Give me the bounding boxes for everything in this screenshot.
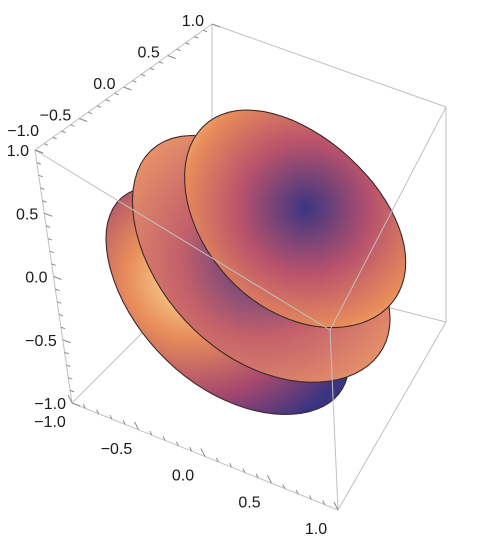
x-minor-tick [308, 495, 312, 500]
y-tick-label: 0.0 [93, 76, 115, 93]
y-minor-tick [70, 124, 75, 127]
z-minor-tick [47, 238, 53, 241]
y-minor-tick [149, 67, 155, 71]
x-tick-label: −1.0 [34, 414, 66, 431]
x-tick-mark [134, 421, 139, 430]
x-tick-label: −0.5 [101, 441, 133, 458]
x-minor-tick [96, 409, 100, 414]
z-tick-label: 0.0 [25, 270, 47, 287]
z-minor-tick [69, 389, 75, 393]
x-minor-tick [282, 484, 286, 489]
y-tick-label: 0.5 [138, 45, 160, 62]
x-minor-tick [82, 404, 86, 409]
z-tick-mark [44, 212, 53, 217]
x-tick-label: 1.0 [305, 521, 327, 538]
y-minor-tick [132, 80, 137, 83]
z-minor-tick [38, 174, 43, 178]
x-tick-label: 0.5 [238, 494, 260, 511]
z-tick-mark [53, 276, 62, 280]
z-minor-tick [64, 351, 69, 355]
z-tick-label: −1.0 [34, 396, 66, 413]
x-minor-tick [162, 436, 166, 441]
z-minor-tick [66, 364, 71, 368]
box-edge-3 [211, 23, 447, 108]
x-minor-tick [255, 473, 259, 479]
z-minor-tick [40, 187, 45, 190]
y-tick-mark [34, 149, 44, 154]
x-minor-tick [175, 441, 179, 447]
x-tick-mark [67, 394, 73, 404]
z-minor-tick [68, 377, 73, 380]
bounding-box-front-edges [34, 23, 447, 511]
z-tick-label: 0.5 [16, 206, 38, 223]
y-tick-label: −1.0 [7, 123, 39, 140]
density-slice-3 [184, 109, 407, 329]
y-minor-tick [43, 143, 49, 146]
x-tick-mark [333, 501, 339, 511]
y-minor-tick [114, 92, 119, 96]
y-tick-label: 1.0 [182, 13, 204, 30]
y-minor-tick [158, 61, 164, 64]
box-edge-2 [34, 149, 331, 331]
box-edge-7 [329, 106, 447, 331]
axis-tick-labels: −1.0−0.50.00.51.0−1.0−0.50.00.51.0−0.50.… [7, 13, 327, 538]
x-minor-tick [122, 420, 126, 425]
z-minor-tick [51, 263, 56, 266]
y-minor-tick [176, 48, 181, 52]
x-tick-label: 0.0 [172, 468, 194, 485]
box-edge-9 [329, 329, 339, 511]
y-minor-tick [96, 105, 102, 108]
y-minor-tick [185, 42, 190, 45]
y-tick-mark [123, 86, 132, 91]
y-minor-tick [105, 99, 110, 102]
z-minor-tick [58, 313, 64, 317]
y-minor-tick [52, 136, 57, 140]
z-minor-tick [49, 250, 54, 254]
x-minor-tick [149, 430, 153, 436]
y-minor-tick [141, 73, 146, 77]
z-tick-label: −0.5 [25, 333, 57, 350]
x-minor-tick [322, 500, 326, 505]
x-tick-mark [267, 475, 272, 484]
x-minor-tick [242, 468, 246, 473]
z-minor-tick [57, 301, 62, 304]
y-minor-tick [87, 111, 93, 115]
z-minor-tick [42, 200, 47, 203]
x-minor-tick [189, 446, 193, 452]
z-minor-tick [55, 288, 60, 292]
axis-ticks [34, 23, 339, 511]
y-minor-tick [61, 130, 66, 134]
x-minor-tick [295, 489, 299, 495]
z-minor-tick [60, 326, 66, 330]
z-minor-tick [36, 162, 42, 165]
y-minor-tick [202, 29, 208, 33]
box-edge-5 [337, 321, 447, 511]
y-tick-mark [79, 118, 88, 122]
y-minor-tick [194, 36, 199, 39]
z-tick-mark [62, 339, 71, 344]
y-tick-label: −0.5 [40, 108, 72, 125]
y-tick-mark [211, 23, 221, 28]
x-minor-tick [229, 462, 233, 468]
x-tick-mark [200, 448, 206, 457]
x-minor-tick [109, 414, 113, 420]
z-minor-tick [45, 225, 51, 228]
x-minor-tick [215, 457, 219, 463]
y-tick-mark [167, 55, 176, 59]
density-slices [105, 109, 407, 415]
z-tick-mark [71, 402, 81, 407]
z-tick-label: 1.0 [7, 143, 29, 160]
